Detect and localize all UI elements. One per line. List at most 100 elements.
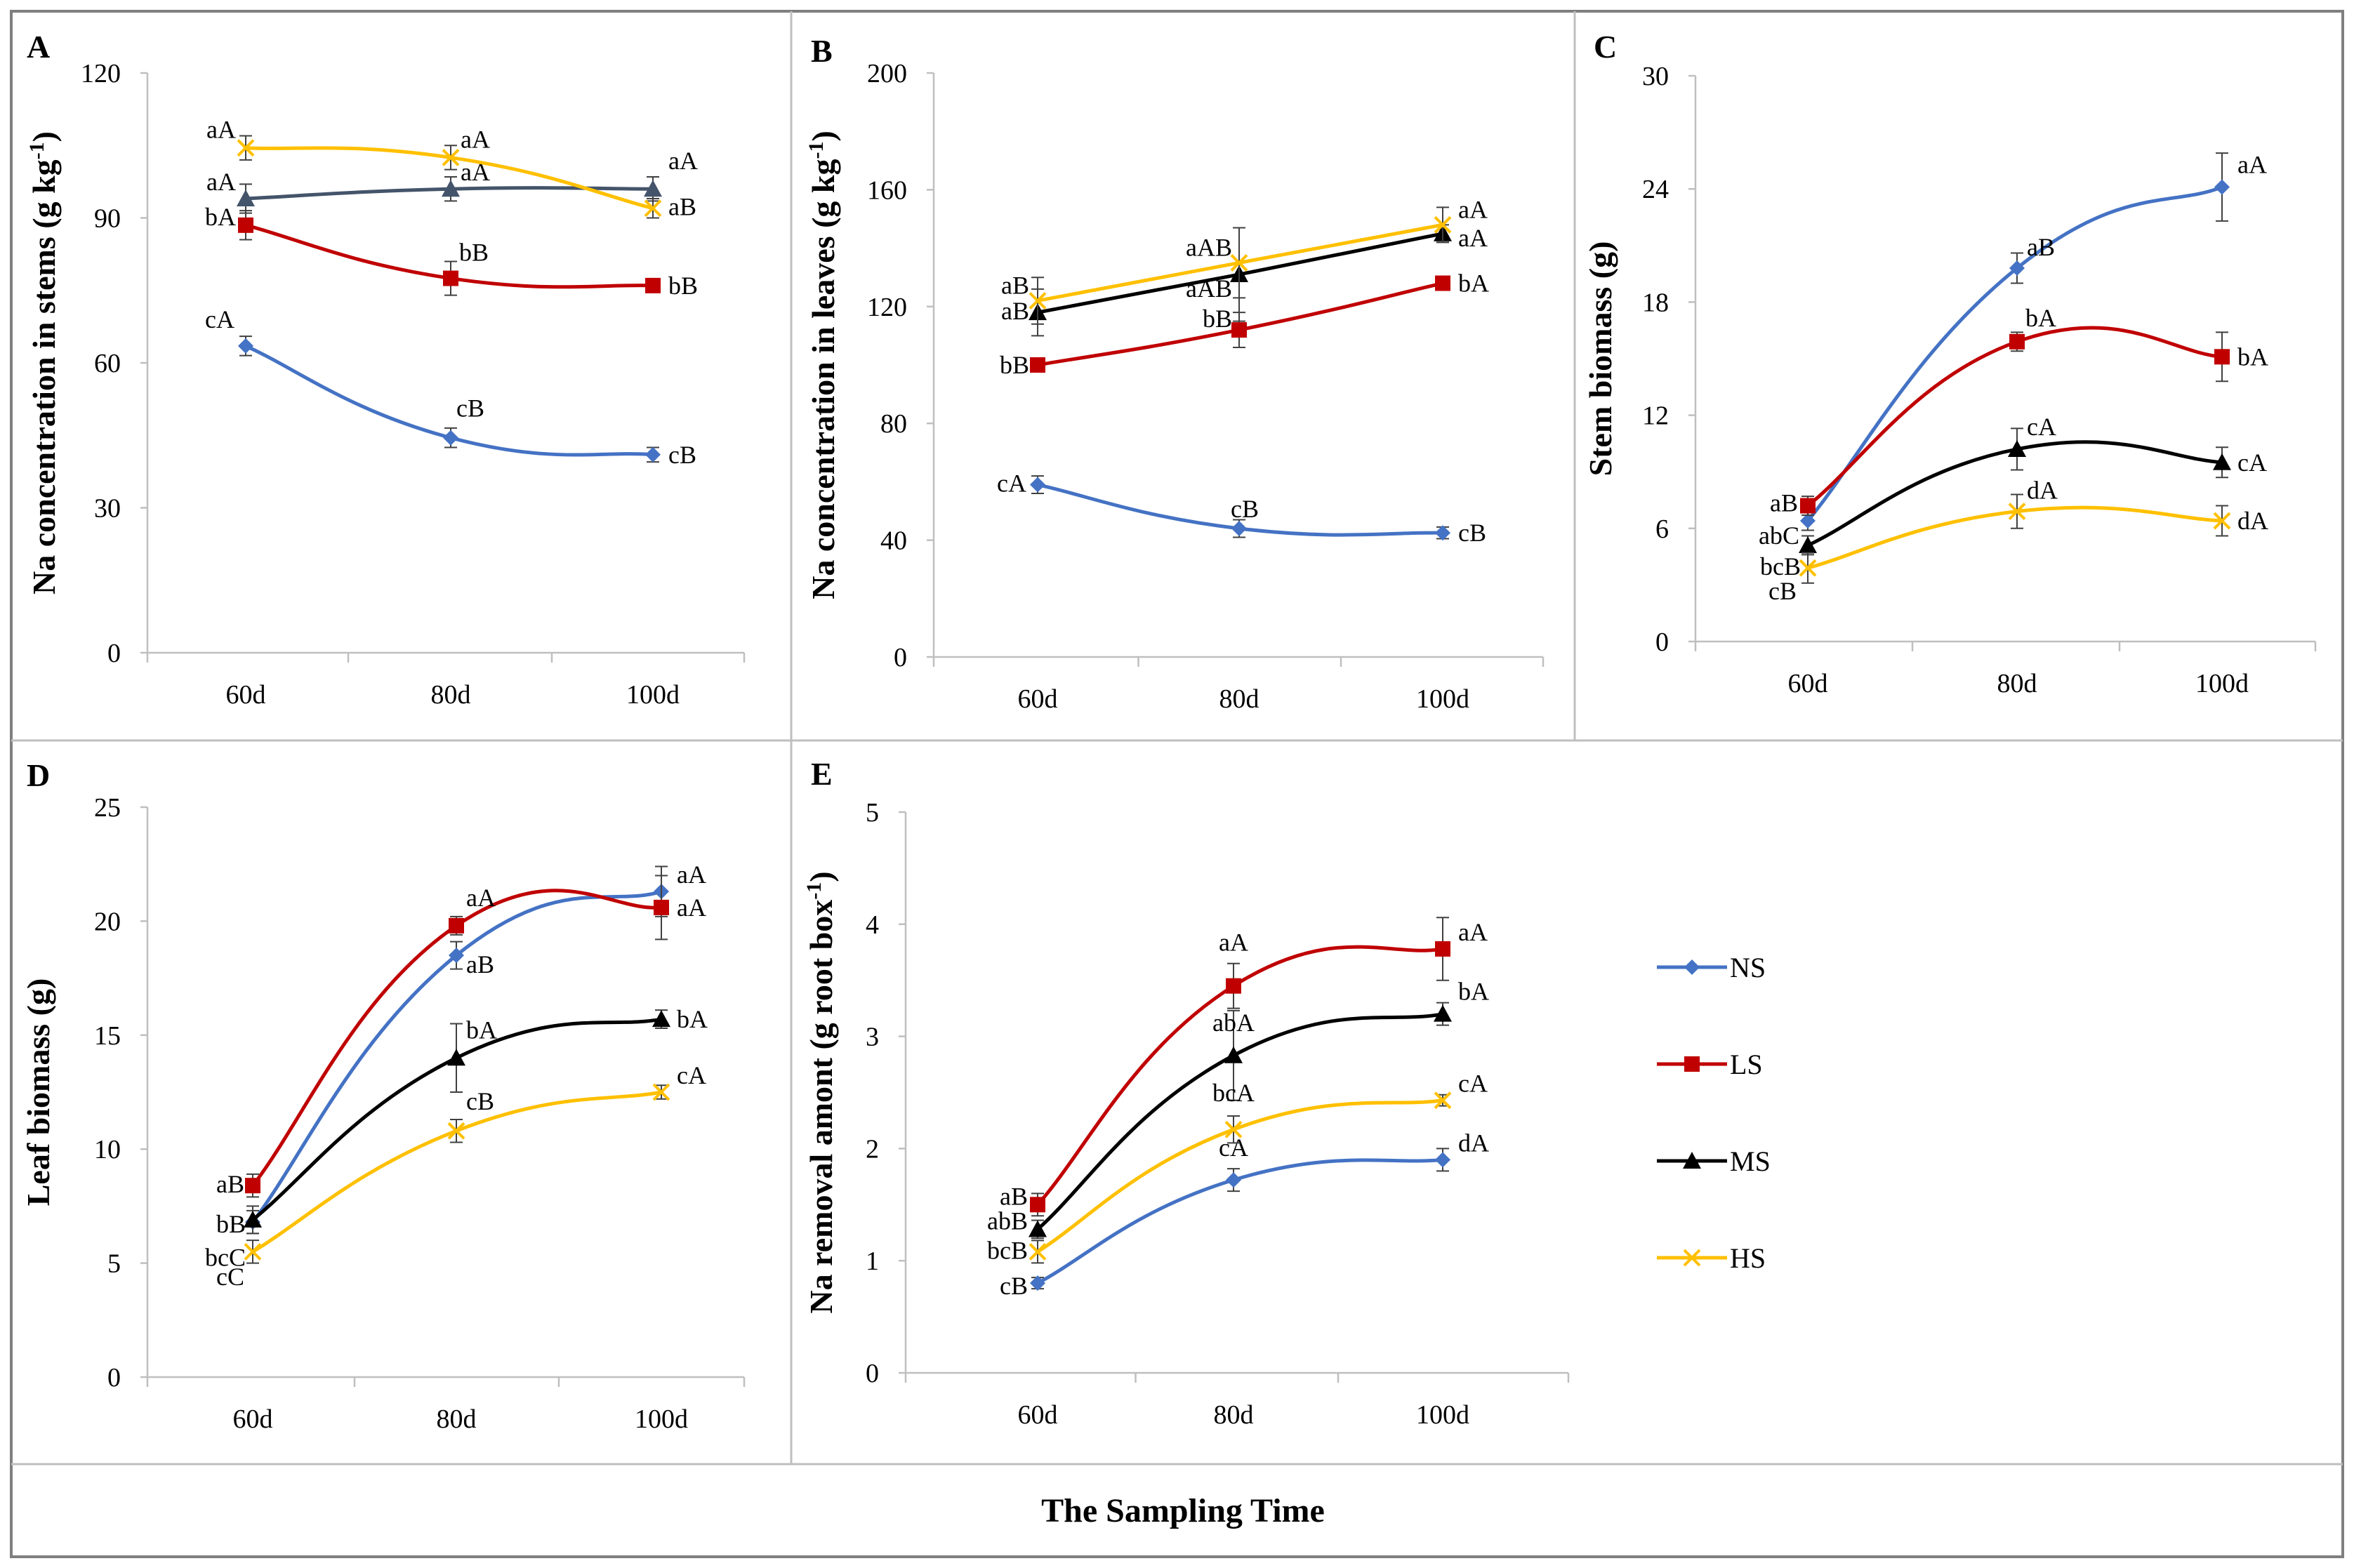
data-label: bA (205, 203, 236, 231)
y-tick-label: 20 (94, 907, 121, 936)
data-point-ls (1226, 978, 1241, 994)
data-point-hs (644, 199, 662, 218)
data-label: aA (2237, 151, 2267, 179)
data-label: cB (456, 394, 484, 423)
data-label: bcB (1760, 552, 1801, 580)
data-label: cA (677, 1061, 706, 1089)
data-label: aA (461, 125, 490, 153)
y-tick-label: 24 (1642, 175, 1669, 204)
data-point-ms (2008, 439, 2026, 457)
data-point-ns (1030, 477, 1045, 493)
series-hs: bcB bcA cA (987, 1070, 1488, 1265)
data-point-ns (238, 338, 253, 354)
data-label: bB (1000, 351, 1029, 379)
x-tick-label: 80d (437, 1404, 477, 1434)
series-line-ls (251, 889, 662, 1187)
data-label: bA (2025, 304, 2056, 332)
x-tick-label: 60d (1788, 669, 1828, 698)
data-label: aB (1001, 297, 1029, 325)
data-point-ls (238, 217, 253, 233)
data-point-ls (654, 899, 669, 915)
data-point-hs (1434, 1091, 1452, 1110)
data-label: dA (1458, 1129, 1489, 1157)
series-line-ns (1806, 185, 2223, 522)
data-point-ns (1435, 1152, 1450, 1168)
data-point-ns (2009, 260, 2025, 277)
data-label: aB (668, 193, 696, 221)
data-label: bB (1203, 305, 1232, 333)
data-point-ns (449, 948, 464, 964)
data-point-hs (244, 1242, 262, 1261)
data-label: bB (668, 272, 698, 300)
y-tick-label: 60 (94, 349, 121, 378)
y-tick-label: 15 (94, 1021, 121, 1051)
legend-item-ls: LS (1657, 1049, 1763, 1080)
data-point-ns (1800, 513, 1816, 529)
series-ms: abB abA bA (987, 978, 1489, 1240)
data-point-ms (237, 189, 255, 206)
data-point-ns (1226, 1172, 1241, 1188)
y-tick-label: 0 (1655, 627, 1669, 657)
data-point-hs (447, 1122, 465, 1140)
chart-panel-b: B 0 40 80 120 160 200 60d 80d 100d Na concentratio… (805, 33, 1545, 714)
data-point-ls (645, 277, 661, 293)
legend-label: NS (1730, 952, 1766, 983)
data-label: cB (1231, 495, 1259, 523)
data-label: aB (216, 1170, 244, 1198)
y-tick-label: 120 (81, 59, 121, 88)
data-label: aA (466, 884, 496, 912)
data-point-ls (2214, 349, 2230, 365)
chart-panel-e: E 0 1 2 3 4 5 60d 80d 100d Na removal amont (g roo… (802, 756, 1570, 1430)
series-ls: aB bA bA (1770, 304, 2268, 517)
y-tick-label: 4 (866, 910, 879, 940)
data-label: abB (987, 1207, 1028, 1235)
data-point-ms (442, 180, 460, 197)
chart-panel-d: D 0 5 10 15 20 25 60d 80d 100d Leaf biomass (g) cC a… (20, 757, 746, 1434)
data-label: cA (997, 470, 1026, 498)
data-point-ns (2214, 179, 2230, 195)
x-tick-label: 100d (1416, 684, 1469, 714)
x-tick-label: 60d (233, 1404, 273, 1434)
y-axis-title: Na concentration in leaves (g kg-1) (805, 131, 842, 599)
legend-label: MS (1730, 1145, 1771, 1177)
data-point-ms (652, 1010, 670, 1028)
data-label: aB (1770, 489, 1798, 517)
data-label: aA (206, 116, 236, 144)
y-tick-label: 0 (107, 1363, 121, 1393)
data-point-ns (443, 430, 458, 446)
data-label: abC (1759, 521, 1799, 550)
data-label: cB (668, 441, 696, 469)
data-point-ms (2213, 453, 2231, 470)
series-ns: cA cB cB (997, 470, 1486, 547)
legend: NS LS MS HS (1657, 952, 1771, 1274)
data-point-hs (2213, 512, 2231, 530)
y-tick-label: 5 (866, 798, 879, 828)
data-label: bB (216, 1210, 246, 1238)
data-label: bA (1458, 978, 1489, 1006)
panel-label-a: A (27, 29, 50, 65)
data-point-hs (1029, 1243, 1047, 1261)
series-ms: abC cA cA (1759, 413, 2267, 556)
data-label: aA (677, 861, 706, 889)
data-label: aA (1458, 224, 1488, 252)
series-ls: aB aA aA (216, 875, 706, 1198)
data-point-hs (237, 139, 255, 157)
data-point-ls (245, 1178, 260, 1194)
legend-marker-hs (1683, 1249, 1701, 1267)
legend-item-ms: MS (1657, 1145, 1771, 1177)
y-tick-label: 30 (1642, 62, 1669, 91)
series-ls: bA bB bB (205, 203, 698, 300)
data-label: cA (205, 305, 234, 333)
y-tick-label: 200 (867, 59, 907, 88)
y-axis-title: Na removal amont (g root box-1) (802, 871, 840, 1313)
data-label: aAB (1186, 274, 1232, 303)
data-point-ns (1231, 520, 1247, 536)
data-label: aB (466, 950, 494, 978)
data-point-ms (447, 1049, 465, 1066)
data-label: aA (668, 147, 698, 175)
x-tick-label: 60d (226, 680, 266, 710)
data-label: cB (1768, 577, 1797, 605)
series-hs: bcC cB cA (205, 1061, 706, 1271)
data-point-ls (449, 917, 464, 934)
